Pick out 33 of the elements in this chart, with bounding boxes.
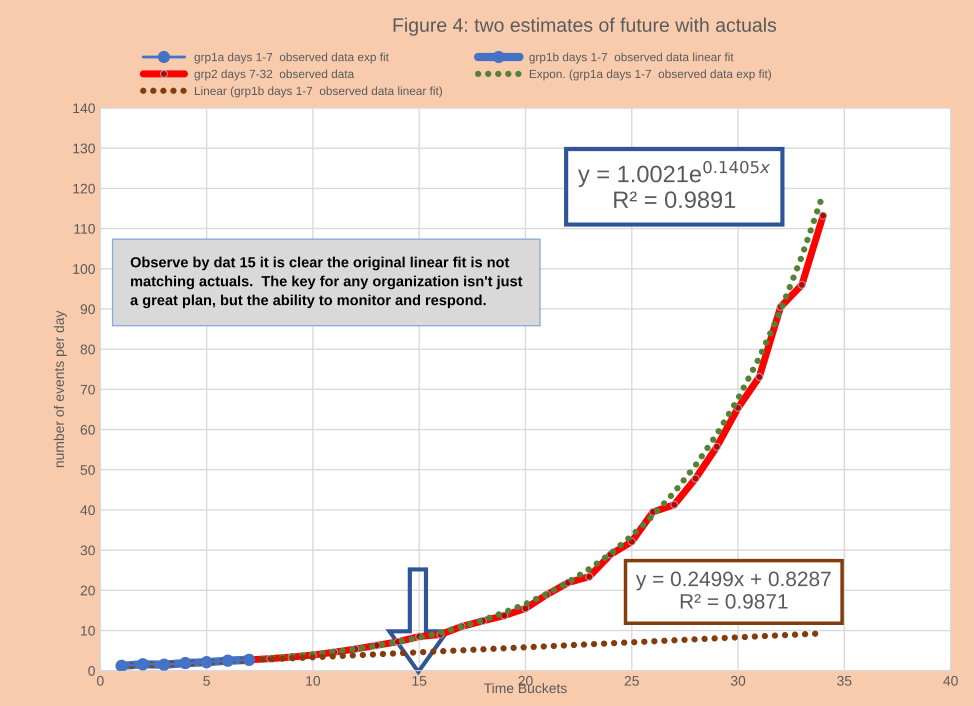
x-tick-label: 15 [412,676,426,686]
y-tick-label: 90 [80,304,95,314]
y-tick-label: 110 [74,224,95,234]
x-tick-label: 25 [624,676,639,686]
annotation: y = 1.0021e$^{0.1405x}$ R² = 0.9891 [578,160,770,208]
chart-title: Figure 4: two estimates of future with actuals [394,18,776,36]
legend-label: grp1b days 1-7 observed data linear fit [529,52,734,64]
y-tick-label: 70 [80,384,95,395]
y-tick-label: 20 [80,586,95,596]
y-tick-label: 60 [80,424,95,435]
annotation: Observe by dat 15 it is clear the original linear fit is not matching actuals. The key for any organization isn't just a great plan, but the ability to monitor and respond. [130,256,522,308]
y-tick-label: 0 [88,666,95,676]
x-tick-label: 0 [97,676,104,686]
x-tick-label: 35 [837,676,852,686]
legend-label: grp2 days 7-32 observed data [194,69,354,80]
y-tick-label: 30 [80,545,95,556]
y-tick-label: 80 [80,344,95,354]
y-tick-label: 10 [81,626,95,636]
x-tick-label: 30 [730,676,746,686]
y-axis-title: number of events per day [54,310,67,468]
y-tick-label: 140 [73,103,95,114]
y-tick-label: 40 [80,505,95,516]
legend-label: Expon. (grp1a days 1-7 observed data exp fit) [530,69,771,80]
legend-label: grp1a days 1-7 observed data exp fit [194,52,389,64]
annotation: y = 0.2499x + 0.8287 R² = 0.9871 [636,572,831,609]
x-tick-label: 5 [203,676,210,686]
y-tick-label: 120 [73,184,95,194]
y-tick-label: 50 [80,465,95,475]
x-tick-label: 10 [306,676,320,686]
legend-label: Linear (grp1b days 1-7 observed data linear fit) [194,86,442,98]
y-tick-label: 130 [73,144,95,154]
y-tick-label: 100 [73,264,95,274]
x-tick-label: 40 [943,676,958,686]
